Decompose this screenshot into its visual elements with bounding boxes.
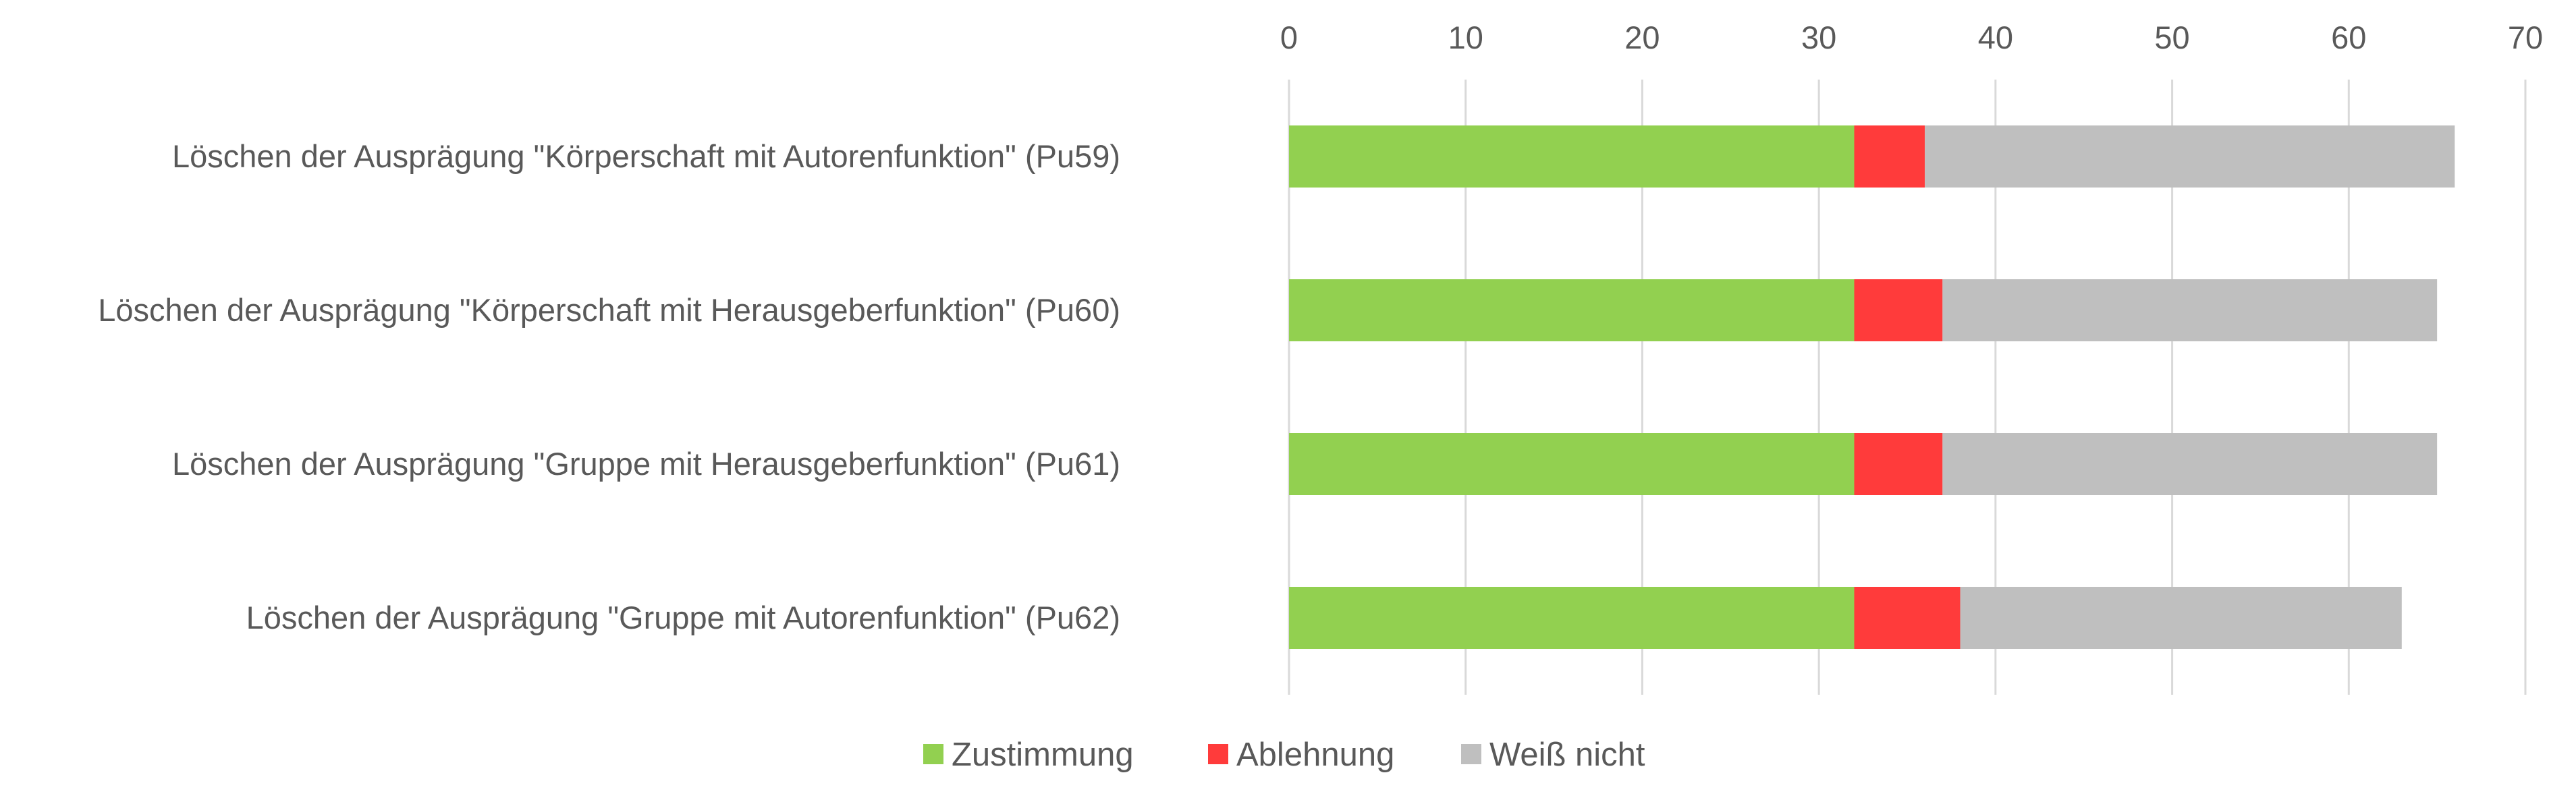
- x-tick-label-40: 40: [1978, 20, 2013, 55]
- x-tick-label-50: 50: [2154, 20, 2189, 55]
- bar-ablehnung-2: [1854, 279, 1943, 341]
- bar-zustimmung-3: [1289, 433, 1855, 495]
- bar-wei-nicht-3: [1942, 433, 2438, 495]
- legend-label-1: Zustimmung: [952, 737, 1134, 773]
- legend-swatch-1: [923, 744, 943, 764]
- bar-zustimmung-1: [1289, 125, 1855, 188]
- category-label: Löschen der Ausprägung "Gruppe mit Herau…: [172, 446, 1120, 482]
- x-tick-label-30: 30: [1801, 20, 1836, 55]
- x-tick-label-10: 10: [1448, 20, 1483, 55]
- bar-wei-nicht-4: [1960, 587, 2402, 649]
- x-tick-label-0: 0: [1280, 20, 1298, 55]
- bar-wei-nicht-2: [1942, 279, 2438, 341]
- legend-swatch-3: [1461, 744, 1481, 764]
- x-tick-label-60: 60: [2331, 20, 2366, 55]
- legend: Zustimmung Ablehnung Weiß nicht: [923, 737, 1645, 773]
- bar-ablehnung-4: [1854, 587, 1961, 649]
- category-labels: Löschen der Ausprägung "Körperschaft mit…: [98, 138, 1120, 635]
- bar-ablehnung-3: [1854, 433, 1943, 495]
- category-label: Löschen der Ausprägung "Gruppe mit Autor…: [246, 600, 1120, 635]
- bars: [1289, 125, 2455, 649]
- category-label: Löschen der Ausprägung "Körperschaft mit…: [98, 292, 1120, 328]
- legend-swatch-2: [1208, 744, 1228, 764]
- bar-zustimmung-4: [1289, 587, 1855, 649]
- bar-ablehnung-1: [1854, 125, 1925, 188]
- category-label: Löschen der Ausprägung "Körperschaft mit…: [172, 138, 1120, 174]
- x-tick-label-20: 20: [1624, 20, 1660, 55]
- bar-wei-nicht-1: [1925, 125, 2455, 188]
- bar-zustimmung-2: [1289, 279, 1855, 341]
- legend-label-2: Ablehnung: [1236, 737, 1394, 773]
- legend-label-3: Weiß nicht: [1489, 737, 1645, 773]
- x-axis-tick-labels: 0 10 20 30 40 50 60 70: [1280, 20, 2543, 55]
- x-tick-label-70: 70: [2508, 20, 2543, 55]
